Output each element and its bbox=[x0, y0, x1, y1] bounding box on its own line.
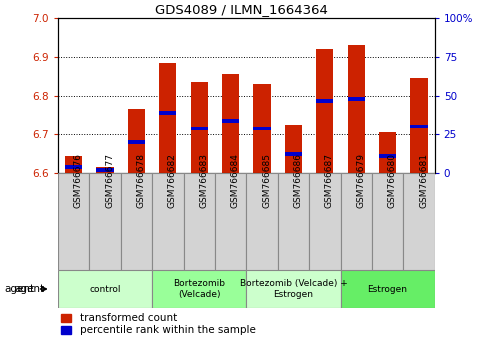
Bar bbox=[285, 125, 302, 173]
Bar bbox=[191, 126, 208, 130]
Text: agent: agent bbox=[5, 284, 46, 294]
Bar bbox=[58, 173, 89, 270]
Text: GSM766681: GSM766681 bbox=[419, 153, 428, 208]
Bar bbox=[128, 140, 145, 144]
Bar bbox=[348, 45, 365, 173]
Bar bbox=[341, 173, 372, 270]
Bar bbox=[278, 173, 309, 270]
Text: GSM766677: GSM766677 bbox=[105, 153, 114, 208]
Bar bbox=[254, 84, 270, 173]
Text: control: control bbox=[89, 285, 121, 293]
Bar bbox=[341, 270, 435, 308]
Text: agent: agent bbox=[14, 284, 44, 294]
Text: Estrogen: Estrogen bbox=[368, 285, 408, 293]
Bar bbox=[128, 109, 145, 173]
Bar bbox=[309, 173, 341, 270]
Bar bbox=[246, 173, 278, 270]
Bar bbox=[379, 132, 396, 173]
Text: GSM766678: GSM766678 bbox=[137, 153, 145, 208]
Text: GSM766676: GSM766676 bbox=[73, 153, 83, 208]
Bar bbox=[348, 97, 365, 101]
Bar bbox=[222, 119, 239, 122]
Text: GSM766685: GSM766685 bbox=[262, 153, 271, 208]
Text: GSM766684: GSM766684 bbox=[231, 153, 240, 208]
Bar bbox=[285, 153, 302, 156]
Bar bbox=[152, 270, 246, 308]
Bar bbox=[403, 173, 435, 270]
Bar bbox=[65, 165, 82, 169]
Bar bbox=[316, 49, 333, 173]
Bar bbox=[254, 126, 270, 130]
Text: GSM766679: GSM766679 bbox=[356, 153, 365, 208]
Bar bbox=[184, 173, 215, 270]
Bar bbox=[379, 154, 396, 158]
Bar bbox=[411, 125, 427, 129]
Text: GSM766683: GSM766683 bbox=[199, 153, 208, 208]
Bar bbox=[58, 270, 152, 308]
Bar bbox=[316, 99, 333, 103]
Bar bbox=[65, 155, 82, 173]
Bar bbox=[222, 74, 239, 173]
Bar bbox=[121, 173, 152, 270]
Bar bbox=[411, 78, 427, 173]
Bar bbox=[97, 168, 114, 172]
Bar bbox=[89, 173, 121, 270]
Bar bbox=[215, 173, 246, 270]
Text: GSM766682: GSM766682 bbox=[168, 153, 177, 208]
Bar bbox=[97, 167, 114, 173]
Legend: transformed count, percentile rank within the sample: transformed count, percentile rank withi… bbox=[61, 313, 256, 335]
Text: Bortezomib (Velcade) +
Estrogen: Bortezomib (Velcade) + Estrogen bbox=[240, 279, 347, 299]
Text: GSM766687: GSM766687 bbox=[325, 153, 334, 208]
Bar bbox=[152, 173, 184, 270]
Text: Bortezomib
(Velcade): Bortezomib (Velcade) bbox=[173, 279, 225, 299]
Text: GDS4089 / ILMN_1664364: GDS4089 / ILMN_1664364 bbox=[155, 3, 328, 16]
Text: GSM766680: GSM766680 bbox=[387, 153, 397, 208]
Bar bbox=[191, 82, 208, 173]
Text: GSM766686: GSM766686 bbox=[294, 153, 302, 208]
Bar bbox=[159, 63, 176, 173]
Bar bbox=[246, 270, 341, 308]
Bar bbox=[372, 173, 403, 270]
Bar bbox=[159, 111, 176, 115]
